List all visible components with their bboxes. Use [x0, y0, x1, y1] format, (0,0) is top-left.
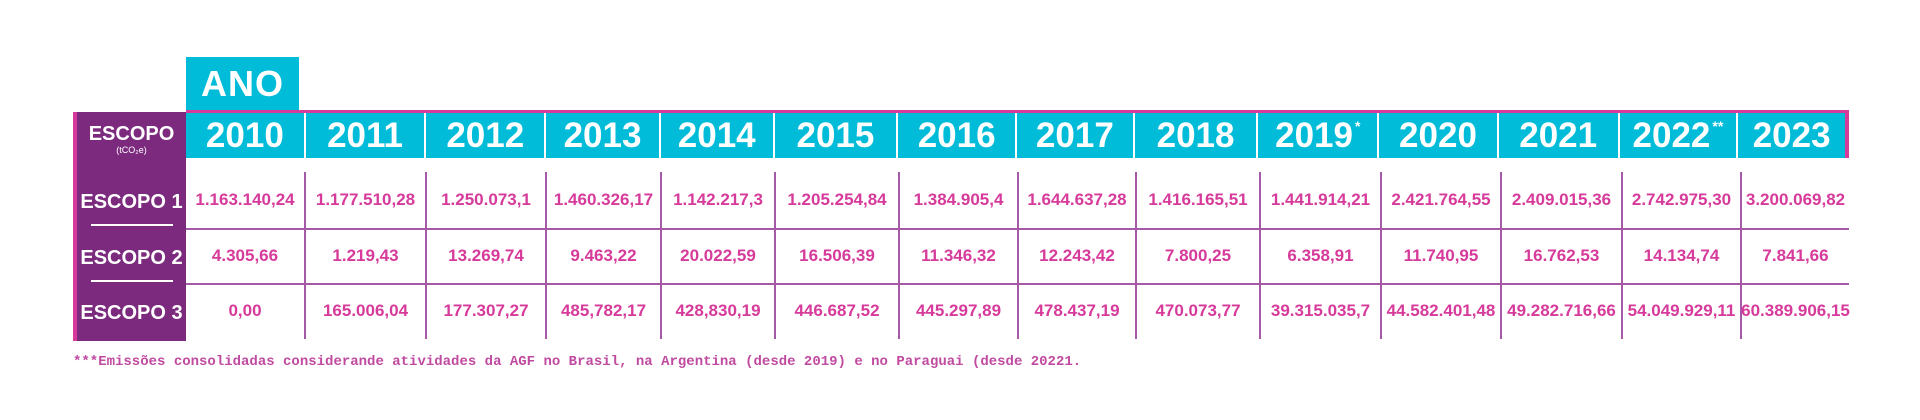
table-cell: 44.582.401,48: [1380, 283, 1500, 339]
table-cell: 446.687,52: [774, 283, 898, 339]
year-label: 2023: [1752, 115, 1831, 155]
table-cell: 16.506,39: [774, 228, 898, 284]
table-cell: 1.142.217,3: [660, 172, 774, 228]
year-footnote-mark: **: [1712, 117, 1724, 134]
table-cell: 1.441.914,21: [1259, 172, 1380, 228]
year-2010: 2010: [186, 113, 304, 158]
table-cell: 428,830,19: [660, 283, 774, 339]
table-cell: 54.049.929,11: [1621, 283, 1740, 339]
year-label: 2015: [796, 115, 875, 155]
table-cell: 0,00: [228, 301, 262, 320]
escopo-header-unit: (tCO₂e): [116, 145, 147, 155]
table-cell: 20.022,59: [660, 228, 774, 284]
table-cell: 485,782,17: [545, 283, 660, 339]
table-cell: 177.307,27: [425, 283, 545, 339]
table-cell: 60.389.906,15: [1740, 283, 1850, 339]
footnote: ***Emissões consolidadas considerande at…: [73, 354, 1082, 370]
table-cell: 470.073,77: [1135, 283, 1259, 339]
table-cell: 14.134,74: [1621, 228, 1740, 284]
table-cell: 1.644.637,28: [1017, 172, 1135, 228]
row-label-escopo-3: ESCOPO 3: [80, 301, 183, 324]
row-label-escopo-1: ESCOPO 1: [80, 190, 183, 213]
year-2013: 2013: [544, 113, 659, 158]
table-row: 1.163.140,24 1.177.510,28 1.250.073,1 1.460…: [186, 172, 1849, 228]
year-2011: 2011: [303, 113, 425, 158]
year-label: 2012: [446, 115, 525, 155]
year-label: 2021: [1519, 115, 1598, 155]
year-2015: 2015: [772, 113, 897, 158]
table-row: 4.305,66 1.219,43 13.269,74 9.463,22 20.022,…: [186, 228, 1849, 284]
year-label: 2017: [1035, 115, 1114, 155]
year-2018: 2018: [1132, 113, 1257, 158]
table-cell: 11.740,95: [1380, 228, 1500, 284]
table-cell: 478.437,19: [1017, 283, 1135, 339]
year-2021: 2021: [1496, 113, 1618, 158]
year-2012: 2012: [424, 113, 544, 158]
table-row: 0,00 165.006,04 177.307,27 485,782,17 428,83…: [186, 283, 1850, 339]
year-label: 2011: [327, 115, 404, 155]
year-2022: 2022 **: [1617, 113, 1737, 158]
table-cell: 1.384.905,4: [898, 172, 1017, 228]
table-cell: 1.177.510,28: [304, 172, 425, 228]
table-cell: 13.269,74: [425, 228, 545, 284]
table-cell: 3.200.069,82: [1740, 172, 1849, 228]
row-label-escopo-2: ESCOPO 2: [80, 246, 183, 269]
year-2023: 2023: [1736, 113, 1845, 158]
table-cell: 1.250.073,1: [425, 172, 545, 228]
year-label: 2016: [917, 115, 996, 155]
table-cell: 1.460.326,17: [545, 172, 660, 228]
year-2014: 2014: [658, 113, 773, 158]
table-cell: 2.742.975,30: [1621, 172, 1740, 228]
table-cell: 165.006,04: [304, 283, 425, 339]
year-label: 2018: [1156, 115, 1235, 155]
scope-column: ESCOPO (tCO₂e) ESCOPO 1 ESCOPO 2 ESCOPO …: [73, 112, 186, 341]
table-cell: 1.163.140,24: [195, 190, 295, 209]
table-cell: 1.205.254,84: [774, 172, 898, 228]
year-2019: 2019 *: [1256, 113, 1377, 158]
table-cell: 7.800,25: [1135, 228, 1259, 284]
table-cell: 16.762,53: [1500, 228, 1621, 284]
year-label: 2022: [1632, 115, 1711, 155]
emissions-table: 1.163.140,24 1.177.510,28 1.250.073,1 1.460…: [186, 172, 1850, 339]
ano-header: ANO: [186, 57, 299, 110]
year-header-row: 2010 2011 2012 2013 2014 2015 2016 2017 2018 2019…: [186, 110, 1849, 158]
table-cell: 445.297,89: [898, 283, 1017, 339]
table-cell: 7.841,66: [1740, 228, 1849, 284]
table-cell: 1.219,43: [304, 228, 425, 284]
year-2020: 2020: [1377, 113, 1497, 158]
table-cell: 4.305,66: [211, 246, 279, 265]
table-cell: 39.315.035,7: [1259, 283, 1380, 339]
scope-separator: [91, 280, 173, 282]
year-label: 2020: [1399, 115, 1477, 155]
year-2017: 2017: [1015, 113, 1133, 158]
year-label: 2010: [205, 115, 284, 155]
table-cell: 12.243,42: [1017, 228, 1135, 284]
year-label: 2014: [677, 115, 756, 155]
scope-separator: [91, 224, 173, 226]
year-label: 2013: [563, 115, 642, 155]
table-cell: 9.463,22: [545, 228, 660, 284]
table-cell: 2.421.764,55: [1380, 172, 1500, 228]
table-cell: 11.346,32: [898, 228, 1017, 284]
escopo-header-label: ESCOPO: [88, 123, 175, 145]
year-label: 2019: [1275, 115, 1353, 155]
table-cell: 1.416.165,51: [1135, 172, 1259, 228]
year-2016: 2016: [896, 113, 1015, 158]
table-cell: 6.358,91: [1259, 228, 1380, 284]
escopo-header: ESCOPO (tCO₂e): [77, 112, 186, 168]
year-footnote-mark: *: [1354, 117, 1361, 134]
table-cell: 49.282.716,66: [1500, 283, 1621, 339]
table-cell: 2.409.015,36: [1500, 172, 1621, 228]
